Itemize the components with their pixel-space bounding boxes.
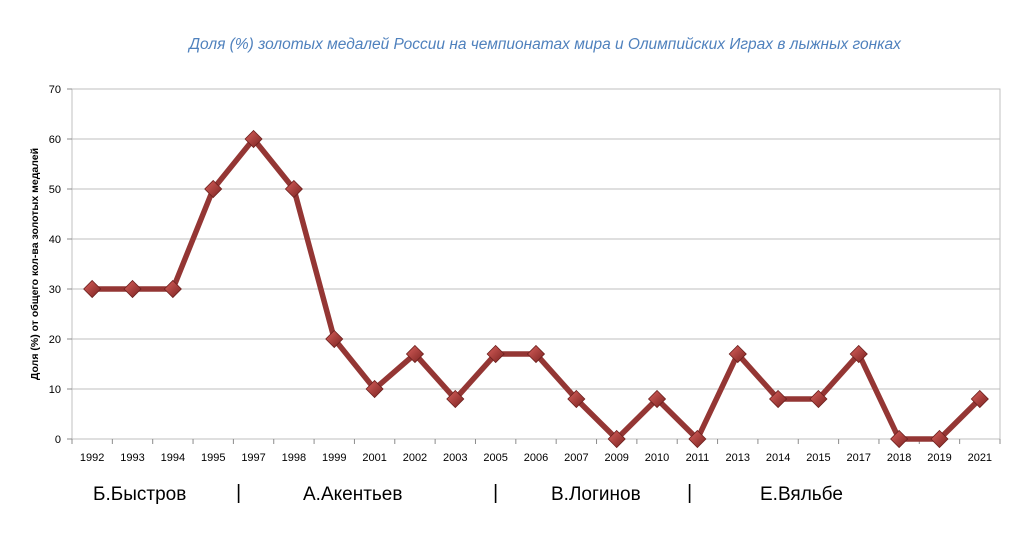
data-point-marker: [446, 389, 465, 409]
y-tick-label: 30: [49, 284, 61, 296]
data-point-marker: [83, 279, 102, 299]
data-point-marker: [890, 429, 909, 449]
y-tick-label: 50: [49, 184, 61, 196]
y-tick-label: 40: [49, 234, 61, 246]
y-tick-label: 60: [49, 134, 61, 146]
x-tick-label: 2013: [725, 452, 749, 464]
data-point-marker: [325, 329, 344, 349]
y-tick-label: 0: [55, 434, 61, 446]
data-point-marker: [123, 279, 142, 299]
x-tick-label: 2006: [524, 452, 548, 464]
x-tick-label: 2017: [847, 452, 871, 464]
x-tick-label: 2009: [604, 452, 628, 464]
data-point-marker: [688, 429, 707, 449]
data-point-marker: [284, 179, 303, 199]
x-tick-label: 2003: [443, 452, 467, 464]
x-tick-label: 2021: [968, 452, 992, 464]
chart-title: Доля (%) золотых медалей России на чемпи…: [189, 36, 901, 53]
data-point-marker: [809, 389, 828, 409]
data-point-marker: [607, 429, 626, 449]
data-point-marker: [930, 429, 949, 449]
x-tick-label: 2018: [887, 452, 911, 464]
x-tick-label: 1992: [80, 452, 104, 464]
x-tick-label: 2014: [766, 452, 790, 464]
data-point-marker: [728, 344, 747, 364]
data-point-marker: [204, 179, 223, 199]
x-tick-label: 1995: [201, 452, 225, 464]
data-point-marker: [244, 129, 263, 149]
data-point-marker: [486, 344, 505, 364]
x-tick-label: 2002: [403, 452, 427, 464]
x-tick-label: 2015: [806, 452, 830, 464]
x-tick-label: 2019: [927, 452, 951, 464]
data-point-marker: [526, 344, 546, 364]
y-tick-label: 70: [49, 84, 61, 96]
x-tick-label: 2005: [483, 452, 507, 464]
x-tick-label: 2011: [686, 452, 710, 464]
x-tick-label: 1999: [322, 452, 346, 464]
data-point-marker: [769, 389, 788, 409]
x-tick-label: 1998: [282, 452, 306, 464]
x-tick-label: 1993: [120, 452, 144, 464]
data-point-marker: [647, 389, 667, 409]
x-tick-label: 2010: [645, 452, 669, 464]
y-axis-label: Доля (%) от общего кол-ва золотых медале…: [29, 148, 41, 380]
x-tick-label: 1997: [241, 452, 265, 464]
x-tick-label: 1994: [161, 452, 185, 464]
data-point-marker: [849, 344, 868, 364]
plot-area: [71, 88, 1001, 440]
y-tick-label: 10: [49, 384, 61, 396]
x-tick-label: 2007: [564, 452, 588, 464]
data-point-marker: [365, 379, 384, 399]
data-point-marker: [567, 389, 586, 409]
x-tick-label: 2001: [362, 452, 386, 464]
data-point-marker: [405, 344, 425, 364]
data-point-marker: [163, 279, 182, 299]
y-tick-label: 20: [49, 334, 61, 346]
data-point-marker: [970, 389, 989, 409]
